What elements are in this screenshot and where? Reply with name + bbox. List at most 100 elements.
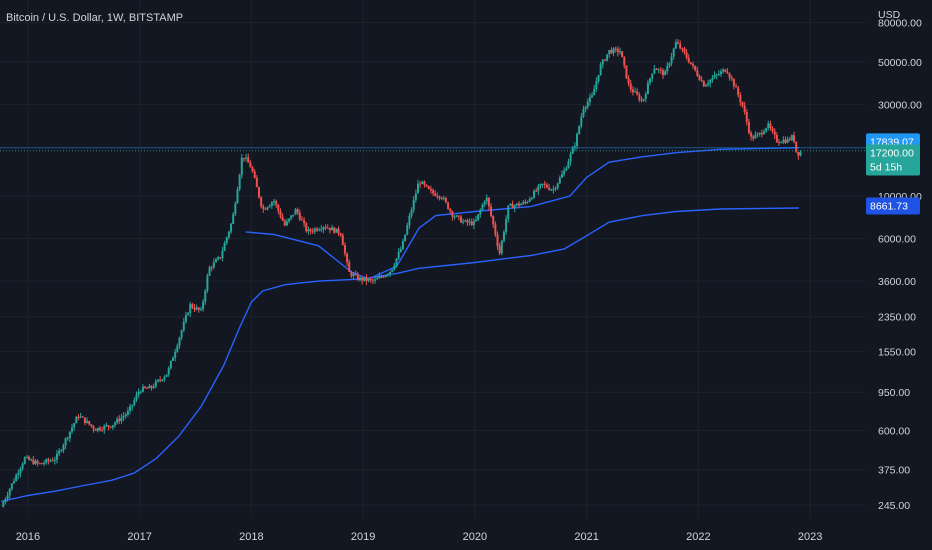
candle-body [159, 379, 162, 381]
candle-body [120, 417, 123, 422]
candle-body [457, 215, 460, 217]
candle-body [700, 80, 703, 82]
candle-body [122, 415, 125, 418]
candle-body [58, 450, 61, 454]
candle-body [588, 97, 591, 102]
candle-body [487, 197, 490, 207]
candle-body [560, 174, 563, 178]
candle-body [124, 414, 127, 416]
candle-body [412, 199, 415, 210]
candle-body [756, 133, 759, 135]
candle-body [354, 274, 357, 276]
candle-body [305, 223, 308, 232]
candle-body [492, 215, 495, 225]
candle-body [303, 220, 306, 224]
candle-body [578, 126, 581, 134]
candle-body [771, 128, 774, 132]
candle-body [146, 387, 149, 389]
candle-body [32, 459, 35, 465]
candle-body [741, 101, 744, 106]
x-tick-label: 2023 [798, 531, 822, 543]
candle-body [47, 459, 50, 461]
candle-body [743, 105, 746, 113]
candle-body [730, 77, 733, 80]
candle-body [550, 189, 553, 191]
candle-body [765, 128, 768, 132]
candle-body [49, 460, 52, 462]
candle-body [440, 197, 443, 199]
candle-body [659, 69, 662, 71]
candle-body [505, 219, 508, 232]
y-tick-label: 375.00 [878, 465, 910, 477]
candle-body [114, 422, 117, 426]
candle-body [348, 262, 351, 272]
candle-body [45, 459, 48, 463]
candle-body [696, 70, 699, 76]
candle-body [767, 123, 770, 129]
candle-body [417, 183, 420, 194]
candle-body [797, 152, 800, 156]
candle-body [661, 70, 664, 76]
candle-body [689, 62, 692, 65]
y-tick-label: 1550.00 [878, 346, 916, 358]
candle-body [511, 203, 514, 209]
moving-average-lines [0, 147, 800, 503]
candle-body [292, 214, 295, 216]
candle-body [470, 221, 473, 226]
candle-body [337, 228, 340, 234]
candle-body [735, 86, 738, 88]
candle-body [309, 229, 312, 232]
candle-body [726, 71, 729, 74]
candle-body [15, 475, 18, 482]
candle-body [184, 315, 187, 322]
candle-body [144, 386, 147, 388]
candle-body [281, 216, 284, 221]
candle-body [105, 425, 108, 427]
candle-body [215, 259, 218, 263]
candle-body [616, 48, 619, 53]
candle-body [232, 214, 235, 224]
candle-body [563, 170, 566, 175]
candle-body [28, 456, 31, 460]
time-axis[interactable]: 2016 2017 2018 2019 2020 2021 2022 2023 [16, 531, 823, 543]
candle-body [79, 416, 82, 418]
candle-body [133, 399, 136, 405]
candle-body [257, 187, 260, 198]
candle-body [692, 64, 695, 66]
candle-body [393, 265, 396, 270]
candle-body [139, 391, 142, 393]
candle-body [13, 481, 16, 484]
candle-body [341, 235, 344, 246]
candle-body [21, 463, 24, 469]
candle-body [365, 277, 368, 281]
candle-body [361, 277, 364, 281]
candle-body [208, 267, 211, 276]
price-axis[interactable]: 245.00 375.00 600.00 950.00 1550.00 2350.00 36… [878, 9, 922, 512]
candle-body [4, 499, 7, 503]
candle-body [367, 279, 370, 281]
candle-body [230, 223, 233, 232]
candle-body [722, 69, 725, 72]
candle-body [346, 253, 349, 263]
candle-body [283, 220, 286, 226]
candle-body [60, 450, 63, 452]
candle-body [728, 73, 731, 78]
candle-body [378, 276, 381, 279]
candle-body [780, 142, 783, 144]
gridlines [0, 0, 866, 518]
candle-body [799, 151, 802, 156]
candle-body [664, 71, 667, 76]
candle-body [408, 215, 411, 226]
candle-body [711, 77, 714, 80]
candle-body [520, 203, 523, 206]
candle-body [163, 376, 166, 380]
candle-body [638, 94, 641, 100]
candle-body [640, 99, 643, 101]
candle-body [698, 75, 701, 81]
candle-body [608, 49, 611, 55]
candle-body [548, 187, 551, 190]
candle-body [294, 209, 297, 215]
candle-body [462, 221, 465, 223]
candle-body [55, 453, 58, 460]
